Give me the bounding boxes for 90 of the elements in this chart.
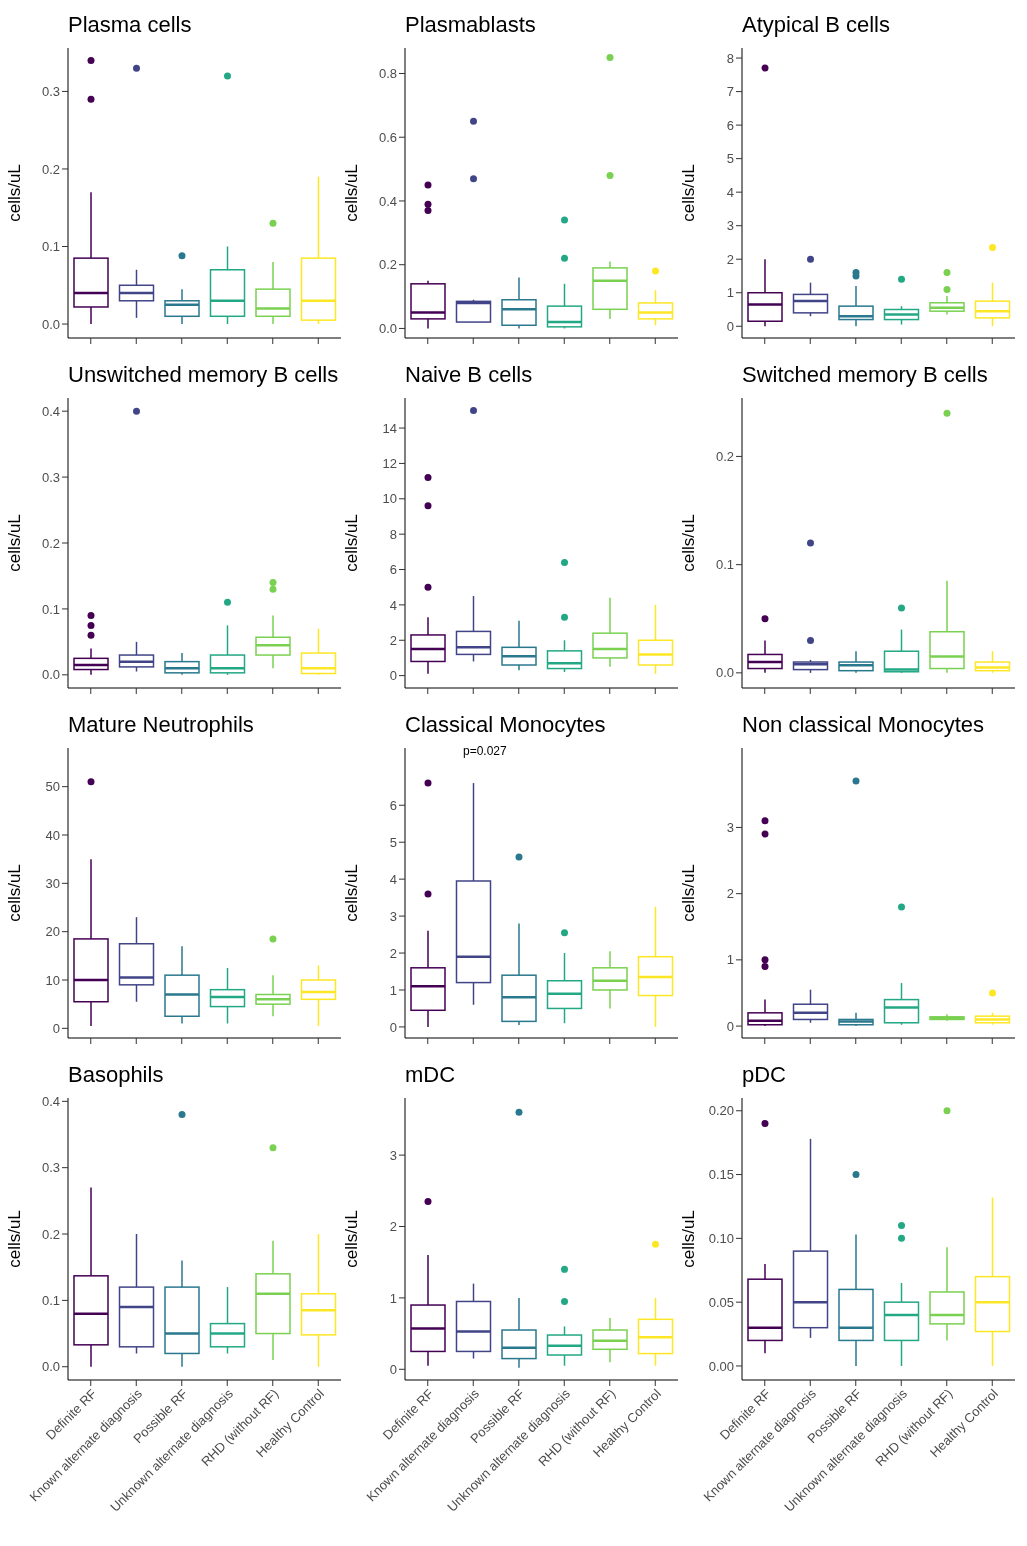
y-tick-label: 0.00 (708, 1358, 734, 1374)
y-tick-label: 0 (726, 1018, 734, 1034)
y-axis-title: cells/uL (679, 514, 699, 572)
y-tick-label: 10 (382, 491, 397, 507)
y-tick-label: 0.2 (41, 161, 60, 177)
chart-title: Plasmablasts (404, 11, 537, 39)
chart-title: mDC (404, 1061, 457, 1089)
y-tick-label: 0.8 (378, 66, 397, 82)
y-tick-label: 0.0 (715, 665, 734, 681)
y-tick-label: 4 (389, 597, 397, 613)
y-tick-label: 7 (726, 84, 734, 100)
y-tick-label: 6 (389, 562, 397, 578)
y-tick-label: 2 (726, 251, 734, 267)
y-tick-label: 2 (389, 1219, 397, 1235)
y-axis-title: cells/uL (5, 164, 25, 222)
y-tick-label: 0 (52, 1020, 60, 1036)
y-axis-title: cells/uL (5, 514, 25, 572)
y-tick-label: 12 (382, 456, 397, 472)
y-tick-label: 40 (45, 827, 60, 843)
chart-title: Naive B cells (404, 361, 534, 389)
y-tick-label: 0.4 (41, 403, 60, 419)
y-tick-label: 0.2 (378, 257, 397, 273)
y-tick-label: 0.3 (41, 84, 60, 100)
y-tick-label: 0.4 (378, 193, 397, 209)
y-tick-label: 0.20 (708, 1103, 734, 1119)
chart-title: Classical Monocytes (404, 711, 607, 739)
y-axis-title: cells/uL (5, 864, 25, 922)
y-tick-label: 8 (389, 526, 397, 542)
y-axis-title: cells/uL (342, 514, 362, 572)
y-tick-label: 1 (389, 982, 397, 998)
y-tick-label: 0.3 (41, 469, 60, 485)
y-tick-label: 8 (726, 50, 734, 66)
y-tick-label: 0.0 (41, 667, 60, 683)
chart-title: Non classical Monocytes (741, 711, 986, 739)
y-tick-label: 0.3 (41, 1160, 60, 1176)
y-tick-label: 14 (382, 420, 397, 436)
y-tick-label: 1 (726, 285, 734, 301)
y-tick-label: 0.1 (41, 239, 60, 255)
y-tick-label: 2 (389, 632, 397, 648)
chart-title: Plasma cells (67, 11, 193, 39)
y-axis-title: cells/uL (342, 1210, 362, 1268)
y-tick-label: 1 (389, 1290, 397, 1306)
chart-title: pDC (741, 1061, 787, 1089)
y-tick-label: 0.1 (715, 557, 734, 573)
y-tick-label: 5 (726, 151, 734, 167)
y-tick-label: 2 (726, 886, 734, 902)
chart-title: Unswitched memory B cells (67, 361, 340, 389)
y-tick-label: 4 (389, 871, 397, 887)
y-tick-label: 0.1 (41, 601, 60, 617)
y-tick-label: 3 (389, 1147, 397, 1163)
y-tick-label: 0.0 (378, 321, 397, 337)
annotation: p=0.027 (463, 744, 507, 758)
y-tick-label: 0.4 (41, 1093, 60, 1109)
y-axis-title: cells/uL (342, 864, 362, 922)
y-axis-title: cells/uL (342, 164, 362, 222)
chart-title: Atypical B cells (741, 11, 891, 39)
y-tick-label: 10 (45, 972, 60, 988)
y-tick-label: 0 (389, 1019, 397, 1035)
y-tick-label: 3 (726, 218, 734, 234)
y-axis-title: cells/uL (679, 1210, 699, 1268)
y-tick-label: 6 (726, 117, 734, 133)
y-tick-label: 0 (389, 668, 397, 684)
y-tick-label: 0 (389, 1361, 397, 1377)
y-tick-label: 6 (389, 797, 397, 813)
y-tick-label: 0.05 (708, 1294, 734, 1310)
y-axis-title: cells/uL (5, 1210, 25, 1268)
y-tick-label: 0.2 (715, 449, 734, 465)
y-axis-title: cells/uL (679, 864, 699, 922)
y-tick-label: 20 (45, 924, 60, 940)
y-tick-label: 0.2 (41, 535, 60, 551)
y-tick-label: 30 (45, 875, 60, 891)
y-tick-label: 0.15 (708, 1167, 734, 1183)
y-tick-label: 0.0 (41, 1359, 60, 1375)
y-tick-label: 0.10 (708, 1230, 734, 1246)
y-tick-label: 1 (726, 952, 734, 968)
y-tick-label: 50 (45, 779, 60, 795)
y-tick-label: 0 (726, 318, 734, 334)
chart-title: Basophils (67, 1061, 165, 1089)
y-tick-label: 3 (389, 908, 397, 924)
y-axis-title: cells/uL (679, 164, 699, 222)
y-tick-label: 0.1 (41, 1292, 60, 1308)
chart-title: Switched memory B cells (741, 361, 989, 389)
y-tick-label: 0.6 (378, 129, 397, 145)
chart-title: Mature Neutrophils (67, 711, 255, 739)
y-tick-label: 4 (726, 184, 734, 200)
y-tick-label: 0.0 (41, 316, 60, 332)
y-tick-label: 3 (726, 820, 734, 836)
y-tick-label: 2 (389, 945, 397, 961)
y-tick-label: 5 (389, 834, 397, 850)
y-tick-label: 0.2 (41, 1226, 60, 1242)
